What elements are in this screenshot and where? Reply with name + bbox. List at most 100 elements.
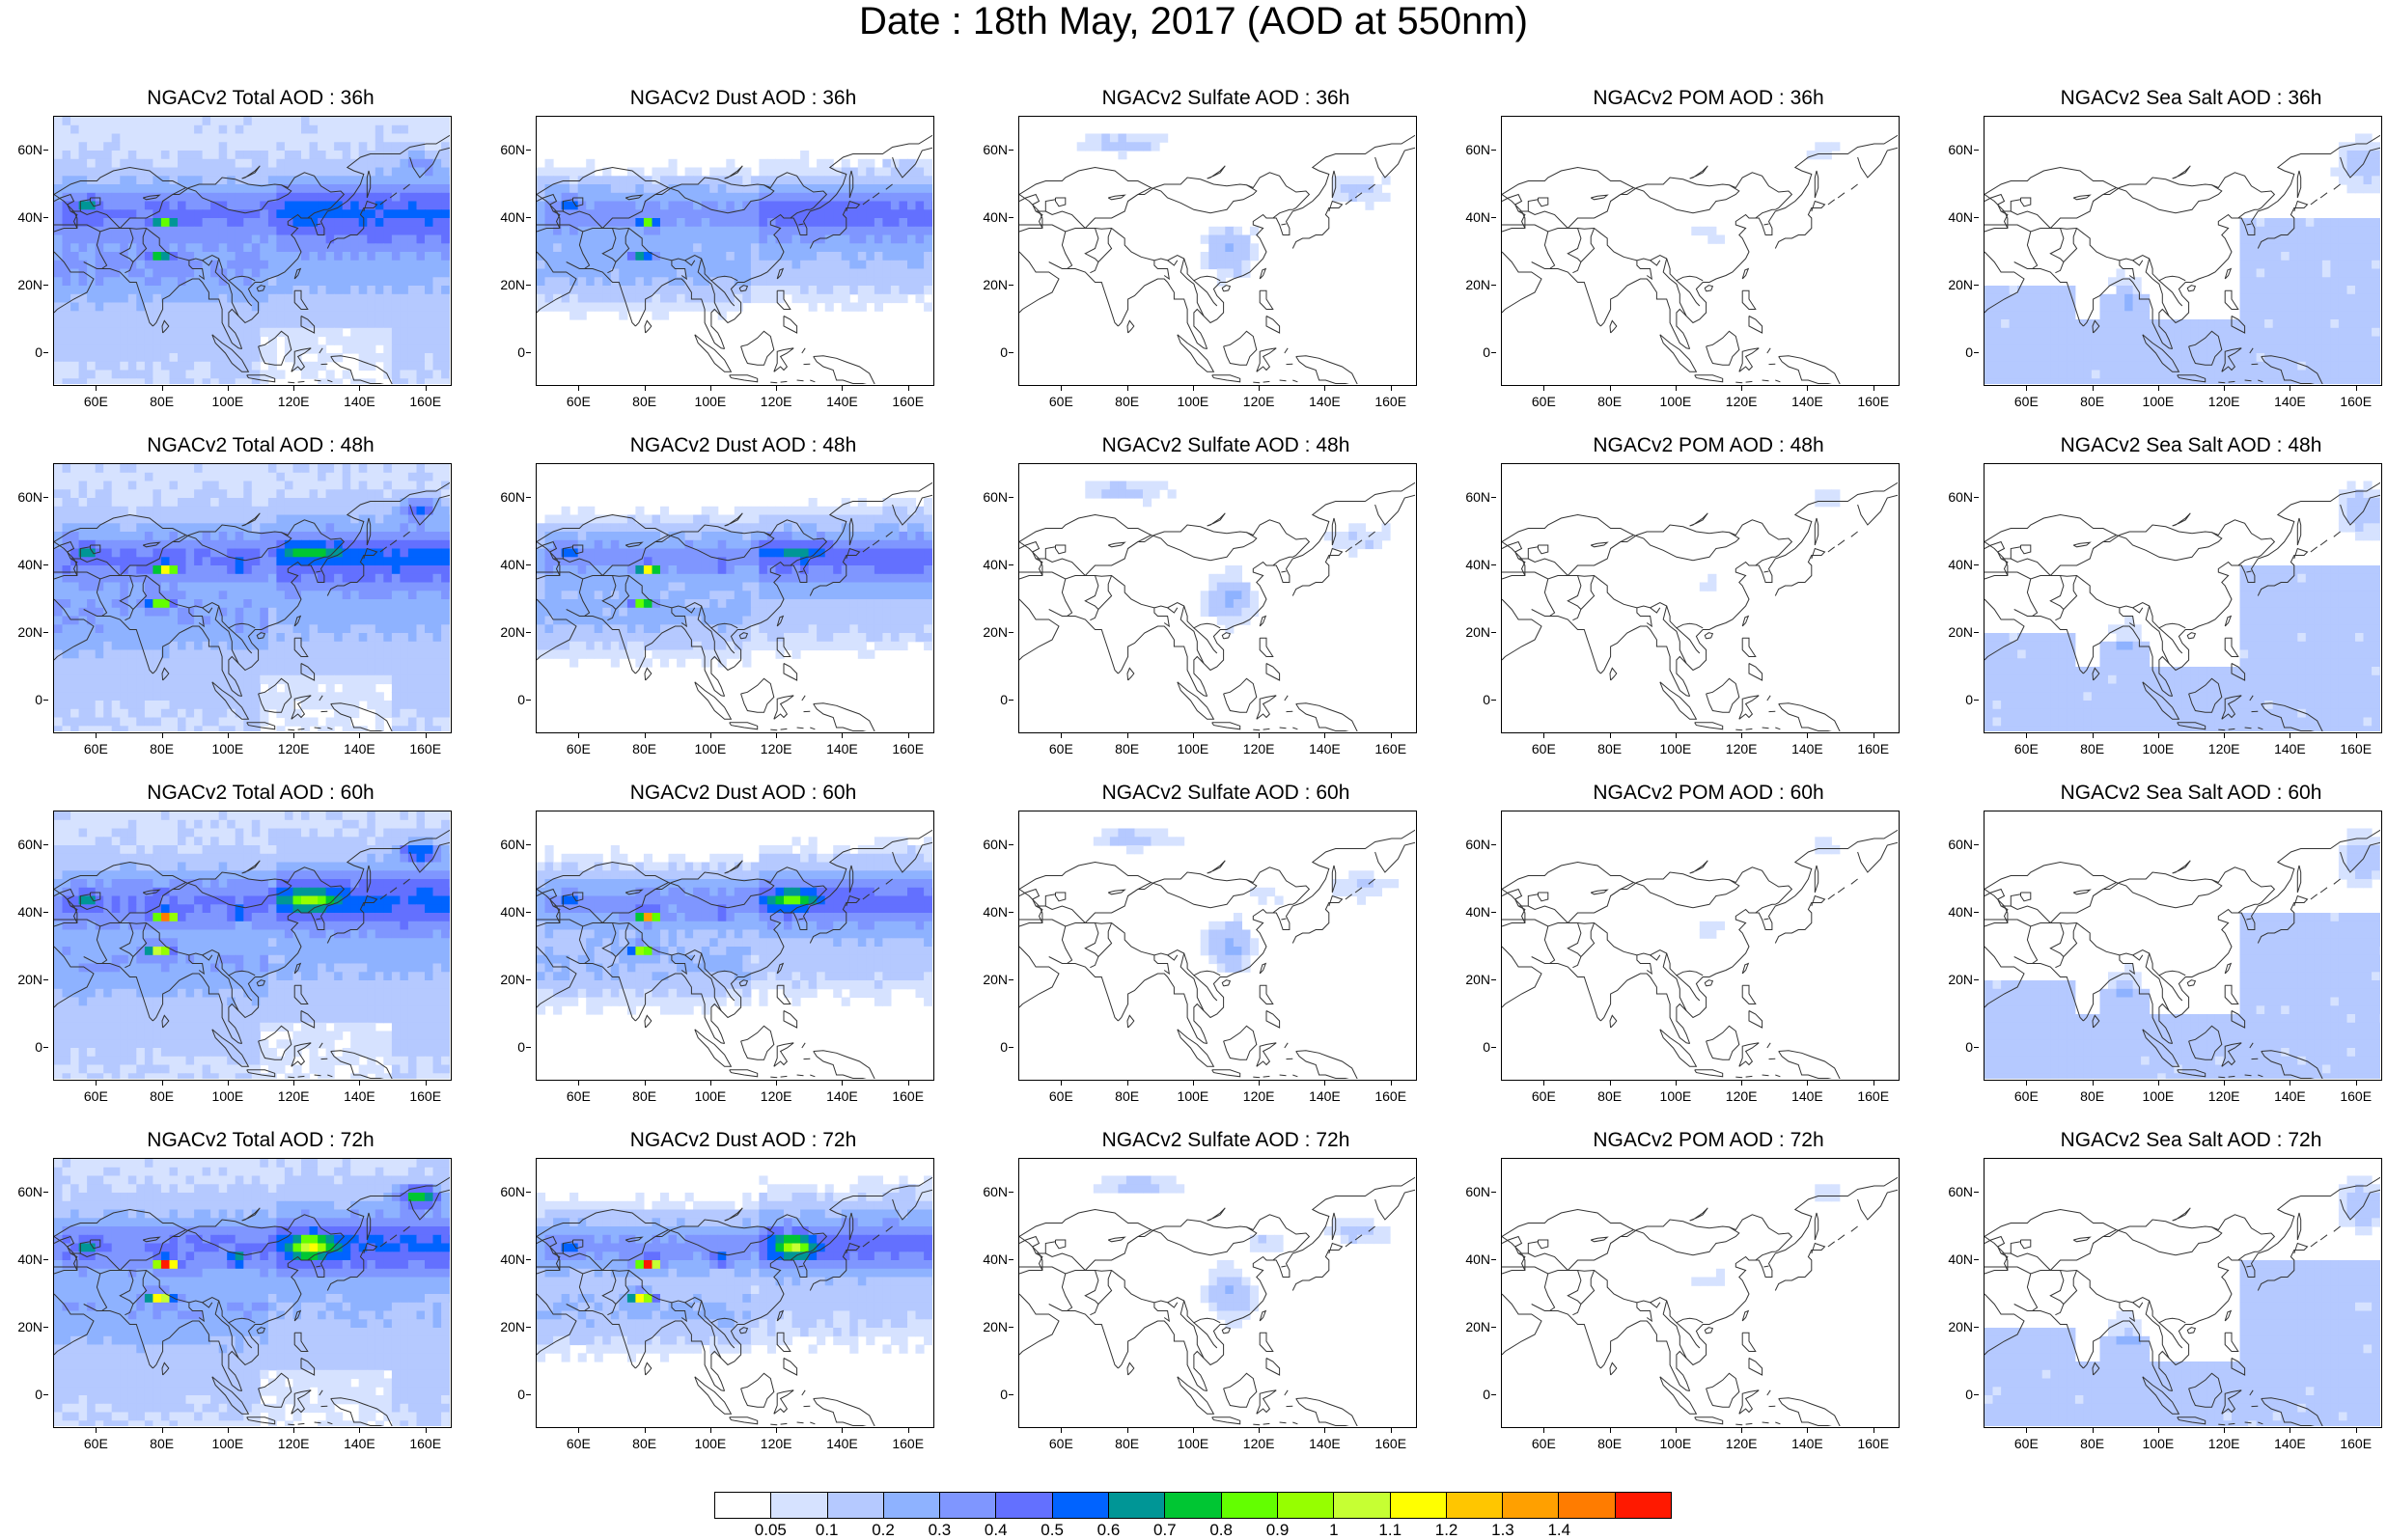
aod-cell [276, 192, 286, 203]
aod-cell [367, 633, 376, 643]
aod-cell [2330, 268, 2340, 278]
aod-cell [391, 234, 401, 244]
aod-cell [260, 209, 269, 219]
aod-cell [160, 319, 170, 329]
aod-cell [243, 472, 253, 482]
aod-cell [899, 234, 908, 244]
aod-cell [2346, 218, 2356, 228]
aod-cell [243, 708, 253, 719]
aod-cell [441, 311, 450, 320]
aod-cell [318, 243, 327, 253]
aod-cell [2297, 218, 2307, 228]
lat-tick [1009, 217, 1013, 218]
aod-cell [432, 286, 442, 295]
aod-cell [103, 548, 113, 558]
aod-cell [775, 176, 785, 185]
aod-cell [284, 176, 293, 185]
aod-cell [178, 167, 187, 177]
aod-cell [78, 532, 88, 541]
aod-cell [358, 252, 368, 261]
aod-cell [2132, 311, 2142, 320]
aod-cell [358, 176, 368, 185]
aod-cell [425, 151, 434, 160]
aod-cell [144, 649, 153, 659]
aod-cell [857, 167, 867, 177]
aod-cell [890, 192, 900, 203]
aod-cell [2223, 370, 2233, 379]
aod-cell [432, 243, 442, 253]
aod-cell [235, 708, 244, 719]
aod-cell [153, 692, 162, 701]
aod-cell [432, 336, 442, 345]
aod-cell [194, 243, 204, 253]
aod-cell [635, 277, 645, 287]
aod-cell [2264, 218, 2274, 228]
aod-cell [95, 243, 104, 253]
aod-cell [178, 667, 187, 676]
aod-cell [2058, 370, 2068, 379]
aod-cell [882, 260, 892, 270]
aod-cell [127, 260, 137, 270]
aod-cell [144, 302, 153, 312]
aod-cell [643, 184, 652, 194]
aod-cell [866, 184, 875, 194]
aod-cell [400, 481, 409, 490]
aod-cell [78, 336, 88, 345]
coastline [1650, 260, 1661, 266]
aod-cell [824, 167, 834, 177]
aod-cell [693, 192, 703, 203]
aod-cell [95, 708, 104, 719]
aod-cell [235, 582, 244, 591]
aod-cell [144, 506, 153, 516]
aod-cell [202, 226, 211, 236]
aod-cell [334, 624, 344, 634]
aod-cell [441, 192, 450, 203]
aod-cell [153, 464, 162, 474]
aod-cell [416, 192, 426, 203]
aod-cell [660, 226, 670, 236]
aod-cell [407, 472, 417, 482]
aod-cell [2074, 336, 2084, 345]
aod-cell [2264, 268, 2274, 278]
aod-cell [717, 226, 727, 236]
aod-cell [153, 243, 162, 253]
aod-cell [391, 701, 401, 710]
aod-cell [594, 252, 603, 261]
aod-cell [251, 319, 261, 329]
aod-cell [62, 142, 71, 151]
aod-cell [103, 523, 113, 533]
aod-cell [375, 616, 384, 625]
aod-cell [441, 252, 450, 261]
aod-cell [2305, 302, 2315, 312]
aod-cell [235, 302, 244, 312]
aod-cell [407, 277, 417, 287]
aod-cell [160, 293, 170, 304]
aod-cell [425, 124, 434, 135]
aod-cell [260, 252, 269, 261]
aod-cell [227, 599, 236, 609]
coastline [314, 379, 321, 382]
aod-cell [169, 591, 179, 600]
aod-cell [2289, 234, 2298, 244]
aod-cell [626, 184, 636, 194]
aod-cell [342, 286, 351, 295]
aod-cell [276, 539, 286, 550]
aod-cell [2289, 286, 2298, 295]
aod-cell [260, 599, 269, 609]
aod-cell [251, 293, 261, 304]
aod-cell [284, 260, 293, 270]
aod-cell [2223, 319, 2233, 329]
aod-cell [2272, 353, 2282, 363]
aod-cell [750, 252, 760, 261]
aod-cell [169, 370, 179, 379]
aod-cell [817, 201, 826, 210]
aod-cell [2099, 319, 2109, 329]
aod-cell [185, 344, 195, 354]
aod-cell [400, 658, 409, 668]
aod-cell [218, 302, 228, 312]
aod-cell [602, 260, 612, 270]
aod-cell [111, 582, 121, 591]
aod-cell [2074, 378, 2084, 384]
coastline [307, 208, 328, 219]
aod-cell [318, 548, 327, 558]
